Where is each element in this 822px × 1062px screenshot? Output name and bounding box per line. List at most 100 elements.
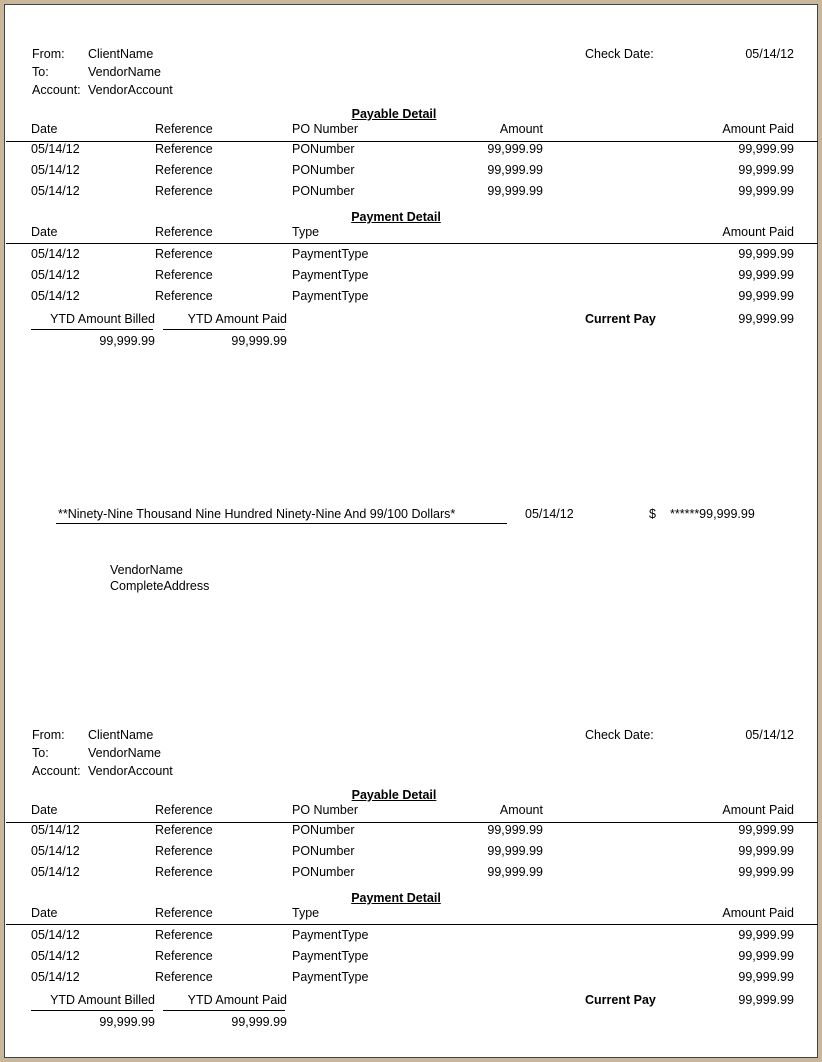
payable-cell: PONumber <box>292 865 355 879</box>
payable-header: Reference <box>155 122 213 136</box>
payable-cell: 05/14/12 <box>31 163 80 177</box>
payable-cell: 05/14/12 <box>31 184 80 198</box>
payment-cell: Reference <box>155 949 213 963</box>
payment-cell: 05/14/12 <box>31 970 80 984</box>
payable-cell: 99,999.99 <box>487 844 543 858</box>
payable-cell: 99,999.99 <box>738 184 794 198</box>
payment-cell: 99,999.99 <box>738 949 794 963</box>
current-pay-value: 99,999.99 <box>738 993 794 1007</box>
payment-cell: 99,999.99 <box>738 289 794 303</box>
payment-cell: Reference <box>155 928 213 942</box>
payment-header: Type <box>292 906 320 920</box>
payment-cell: PaymentType <box>292 970 369 984</box>
payable-cell: PONumber <box>292 823 355 837</box>
payable-cell: Reference <box>155 823 213 837</box>
payable-header: Date <box>31 122 58 136</box>
check-amount: ******99,999.99 <box>670 507 755 521</box>
check-date-label: Check Date: <box>585 47 654 61</box>
payable-cell: PONumber <box>292 184 355 198</box>
from-label: From: <box>32 728 65 742</box>
payment-cell: PaymentType <box>292 949 369 963</box>
account-value: VendorAccount <box>88 764 173 778</box>
current-pay-label: Current Pay <box>585 993 656 1007</box>
ytd-billed-underline <box>31 1010 153 1011</box>
payable-header: Amount <box>499 803 543 817</box>
current-pay-value: 99,999.99 <box>738 312 794 326</box>
payable-header-divider <box>6 822 818 823</box>
payment-cell: 05/14/12 <box>31 289 80 303</box>
amount-words-underline <box>56 523 507 524</box>
payment-cell: Reference <box>155 247 213 261</box>
currency-symbol: $ <box>649 507 656 521</box>
payee-name: VendorName <box>110 563 183 577</box>
from-value: ClientName <box>88 728 154 742</box>
payment-cell: Reference <box>155 268 213 282</box>
payable-cell: 99,999.99 <box>738 142 794 156</box>
payment-cell: Reference <box>155 289 213 303</box>
payable-cell: Reference <box>155 184 213 198</box>
payable-cell: 99,999.99 <box>487 184 543 198</box>
payment-header: Reference <box>155 906 213 920</box>
ytd-billed-underline <box>31 329 153 330</box>
payment-cell: 05/14/12 <box>31 928 80 942</box>
payment-cell: 05/14/12 <box>31 268 80 282</box>
payment-header: Date <box>31 906 58 920</box>
amount-in-words: **Ninety-Nine Thousand Nine Hundred Nine… <box>58 507 456 521</box>
account-label: Account: <box>32 83 81 97</box>
payment-detail-title: Payment Detail <box>351 210 441 224</box>
payment-cell: 05/14/12 <box>31 247 80 261</box>
payment-cell: PaymentType <box>292 268 369 282</box>
payment-cell: Reference <box>155 970 213 984</box>
payment-cell: 99,999.99 <box>738 970 794 984</box>
payable-cell: 99,999.99 <box>738 163 794 177</box>
ytd-paid-value: 99,999.99 <box>231 334 287 348</box>
payment-header: Amount Paid <box>722 225 794 239</box>
payable-header: PO Number <box>292 122 358 136</box>
check-date-value: 05/14/12 <box>745 728 794 742</box>
payable-cell: 99,999.99 <box>738 844 794 858</box>
payable-cell: PONumber <box>292 142 355 156</box>
payable-cell: 99,999.99 <box>487 865 543 879</box>
account-label: Account: <box>32 764 81 778</box>
check-date-value: 05/14/12 <box>745 47 794 61</box>
from-label: From: <box>32 47 65 61</box>
payable-cell: 05/14/12 <box>31 844 80 858</box>
ytd-paid-value: 99,999.99 <box>231 1015 287 1029</box>
to-value: VendorName <box>88 746 161 760</box>
payable-header: Amount <box>499 122 543 136</box>
payment-header: Date <box>31 225 58 239</box>
payable-cell: Reference <box>155 163 213 177</box>
payment-cell: 99,999.99 <box>738 247 794 261</box>
payable-cell: 99,999.99 <box>738 865 794 879</box>
payable-header-divider <box>6 141 818 142</box>
payment-header-divider <box>6 924 818 925</box>
from-value: ClientName <box>88 47 154 61</box>
payable-cell: 05/14/12 <box>31 865 80 879</box>
current-pay-label: Current Pay <box>585 312 656 326</box>
payable-cell: 99,999.99 <box>487 163 543 177</box>
ytd-paid-underline <box>163 329 285 330</box>
check-date-label: Check Date: <box>585 728 654 742</box>
payable-cell: 99,999.99 <box>738 823 794 837</box>
ytd-billed-label: YTD Amount Billed <box>50 993 155 1007</box>
payment-cell: 05/14/12 <box>31 949 80 963</box>
payable-detail-title: Payable Detail <box>351 107 437 121</box>
payable-header: PO Number <box>292 803 358 817</box>
payable-cell: PONumber <box>292 163 355 177</box>
payable-cell: 05/14/12 <box>31 142 80 156</box>
payee-address: CompleteAddress <box>110 579 210 593</box>
to-value: VendorName <box>88 65 161 79</box>
account-value: VendorAccount <box>88 83 173 97</box>
payable-cell: Reference <box>155 844 213 858</box>
check-date: 05/14/12 <box>525 507 574 521</box>
payment-header: Type <box>292 225 320 239</box>
payable-cell: Reference <box>155 865 213 879</box>
payable-header: Amount Paid <box>722 122 794 136</box>
ytd-billed-label: YTD Amount Billed <box>50 312 155 326</box>
payment-cell: PaymentType <box>292 247 369 261</box>
payment-cell: 99,999.99 <box>738 268 794 282</box>
payment-detail-title: Payment Detail <box>351 891 441 905</box>
payment-cell: PaymentType <box>292 928 369 942</box>
payable-detail-title: Payable Detail <box>351 788 437 802</box>
ytd-paid-label: YTD Amount Paid <box>187 312 287 326</box>
